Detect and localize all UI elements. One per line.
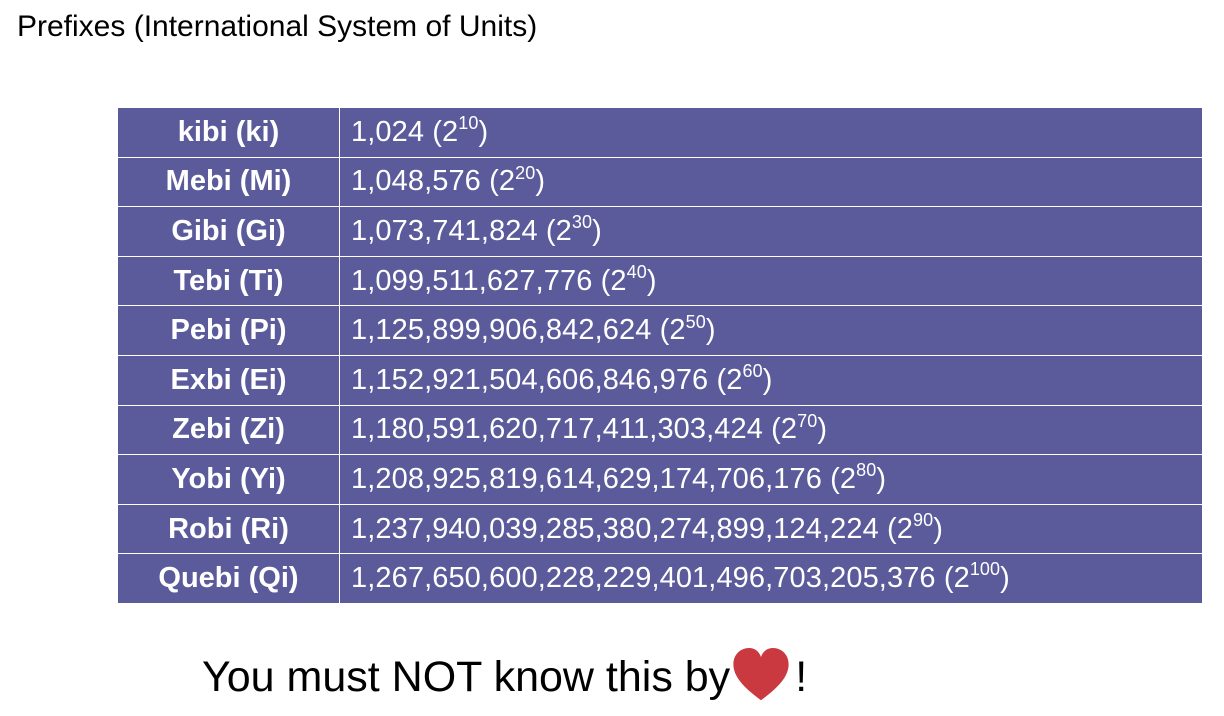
power-exponent: 80	[856, 460, 877, 481]
prefix-table: kibi (ki) 1,024 (210) Mebi (Mi) 1,048,576 (…	[117, 107, 1203, 604]
prefix-value-cell: 1,237,940,039,285,380,274,899,124,224 (2…	[339, 503, 1203, 555]
prefix-value: 1,152,921,504,606,846,976	[351, 363, 709, 396]
power-exponent: 40	[626, 261, 647, 282]
power-exponent: 60	[742, 361, 763, 382]
prefix-name: Robi (Ri)	[117, 503, 340, 555]
power-exponent: 30	[571, 212, 593, 233]
slide-title: Prefixes (International System of Units)	[17, 10, 538, 43]
power-exponent: 10	[458, 113, 479, 134]
footer-text: You must NOT know this by	[202, 653, 731, 701]
table-row: Mebi (Mi) 1,048,576 (220)	[117, 156, 1203, 208]
prefix-value-cell: 1,073,741,824 (230)	[339, 206, 1203, 257]
table-row: Exbi (Ei) 1,152,921,504,606,846,976 (260)	[117, 354, 1203, 406]
power-exponent: 100	[969, 559, 1001, 580]
prefix-value: 1,099,511,627,776	[351, 264, 593, 297]
prefix-value: 1,180,591,620,717,411,303,424	[351, 413, 763, 446]
prefix-value: 1,073,741,824	[351, 214, 538, 247]
prefix-value: 1,125,899,906,842,624	[351, 314, 652, 347]
prefix-name: Mebi (Mi)	[117, 156, 340, 208]
prefix-value: 1,048,576	[351, 165, 481, 198]
prefix-name: Pebi (Pi)	[117, 305, 340, 356]
prefix-name: Quebi (Qi)	[117, 553, 340, 604]
footer-note: You must NOT know this by!	[202, 645, 807, 705]
power-exponent: 50	[685, 311, 706, 332]
prefix-value-cell: 1,152,921,504,606,846,976 (260)	[339, 354, 1203, 406]
table-row: Tebi (Ti) 1,099,511,627,776 (240)	[117, 255, 1203, 307]
power-exponent: 90	[912, 509, 934, 530]
prefix-value-cell: 1,267,650,600,228,229,401,496,703,205,37…	[339, 553, 1203, 604]
prefix-name: Exbi (Ei)	[117, 354, 340, 406]
prefix-name: Gibi (Gi)	[117, 206, 340, 257]
table-row: Pebi (Pi) 1,125,899,906,842,624 (250)	[117, 305, 1203, 356]
prefix-name: kibi (ki)	[117, 107, 340, 158]
prefix-name: Tebi (Ti)	[117, 255, 340, 307]
power-exponent: 20	[515, 162, 536, 183]
table-row: Robi (Ri) 1,237,940,039,285,380,274,899,1…	[117, 503, 1203, 555]
table-row: Gibi (Gi) 1,073,741,824 (230)	[117, 206, 1203, 257]
prefix-value-cell: 1,099,511,627,776 (240)	[339, 255, 1203, 307]
prefix-value: 1,237,940,039,285,380,274,899,124,224	[351, 512, 879, 545]
footer-exclamation: !	[795, 653, 808, 701]
prefix-name: Yobi (Yi)	[117, 454, 340, 505]
prefix-value: 1,267,650,600,228,229,401,496,703,205,37…	[351, 562, 936, 595]
prefix-value-cell: 1,208,925,819,614,629,174,706,176 (280)	[339, 454, 1203, 505]
prefix-value-cell: 1,125,899,906,842,624 (250)	[339, 305, 1203, 356]
prefix-value: 1,208,925,819,614,629,174,706,176	[351, 462, 822, 495]
heart-icon	[733, 648, 789, 701]
prefix-value: 1,024	[351, 115, 425, 148]
table-row: Yobi (Yi) 1,208,925,819,614,629,174,706,1…	[117, 454, 1203, 505]
table-row: Zebi (Zi) 1,180,591,620,717,411,303,424 (…	[117, 404, 1203, 456]
power-exponent: 70	[797, 410, 818, 431]
prefix-name: Zebi (Zi)	[117, 404, 340, 456]
prefix-value-cell: 1,180,591,620,717,411,303,424 (270)	[339, 404, 1203, 456]
table-row: kibi (ki) 1,024 (210)	[117, 107, 1203, 158]
prefix-value-cell: 1,048,576 (220)	[339, 156, 1203, 208]
table-row: Quebi (Qi) 1,267,650,600,228,229,401,496,…	[117, 553, 1203, 604]
prefix-value-cell: 1,024 (210)	[339, 107, 1203, 158]
